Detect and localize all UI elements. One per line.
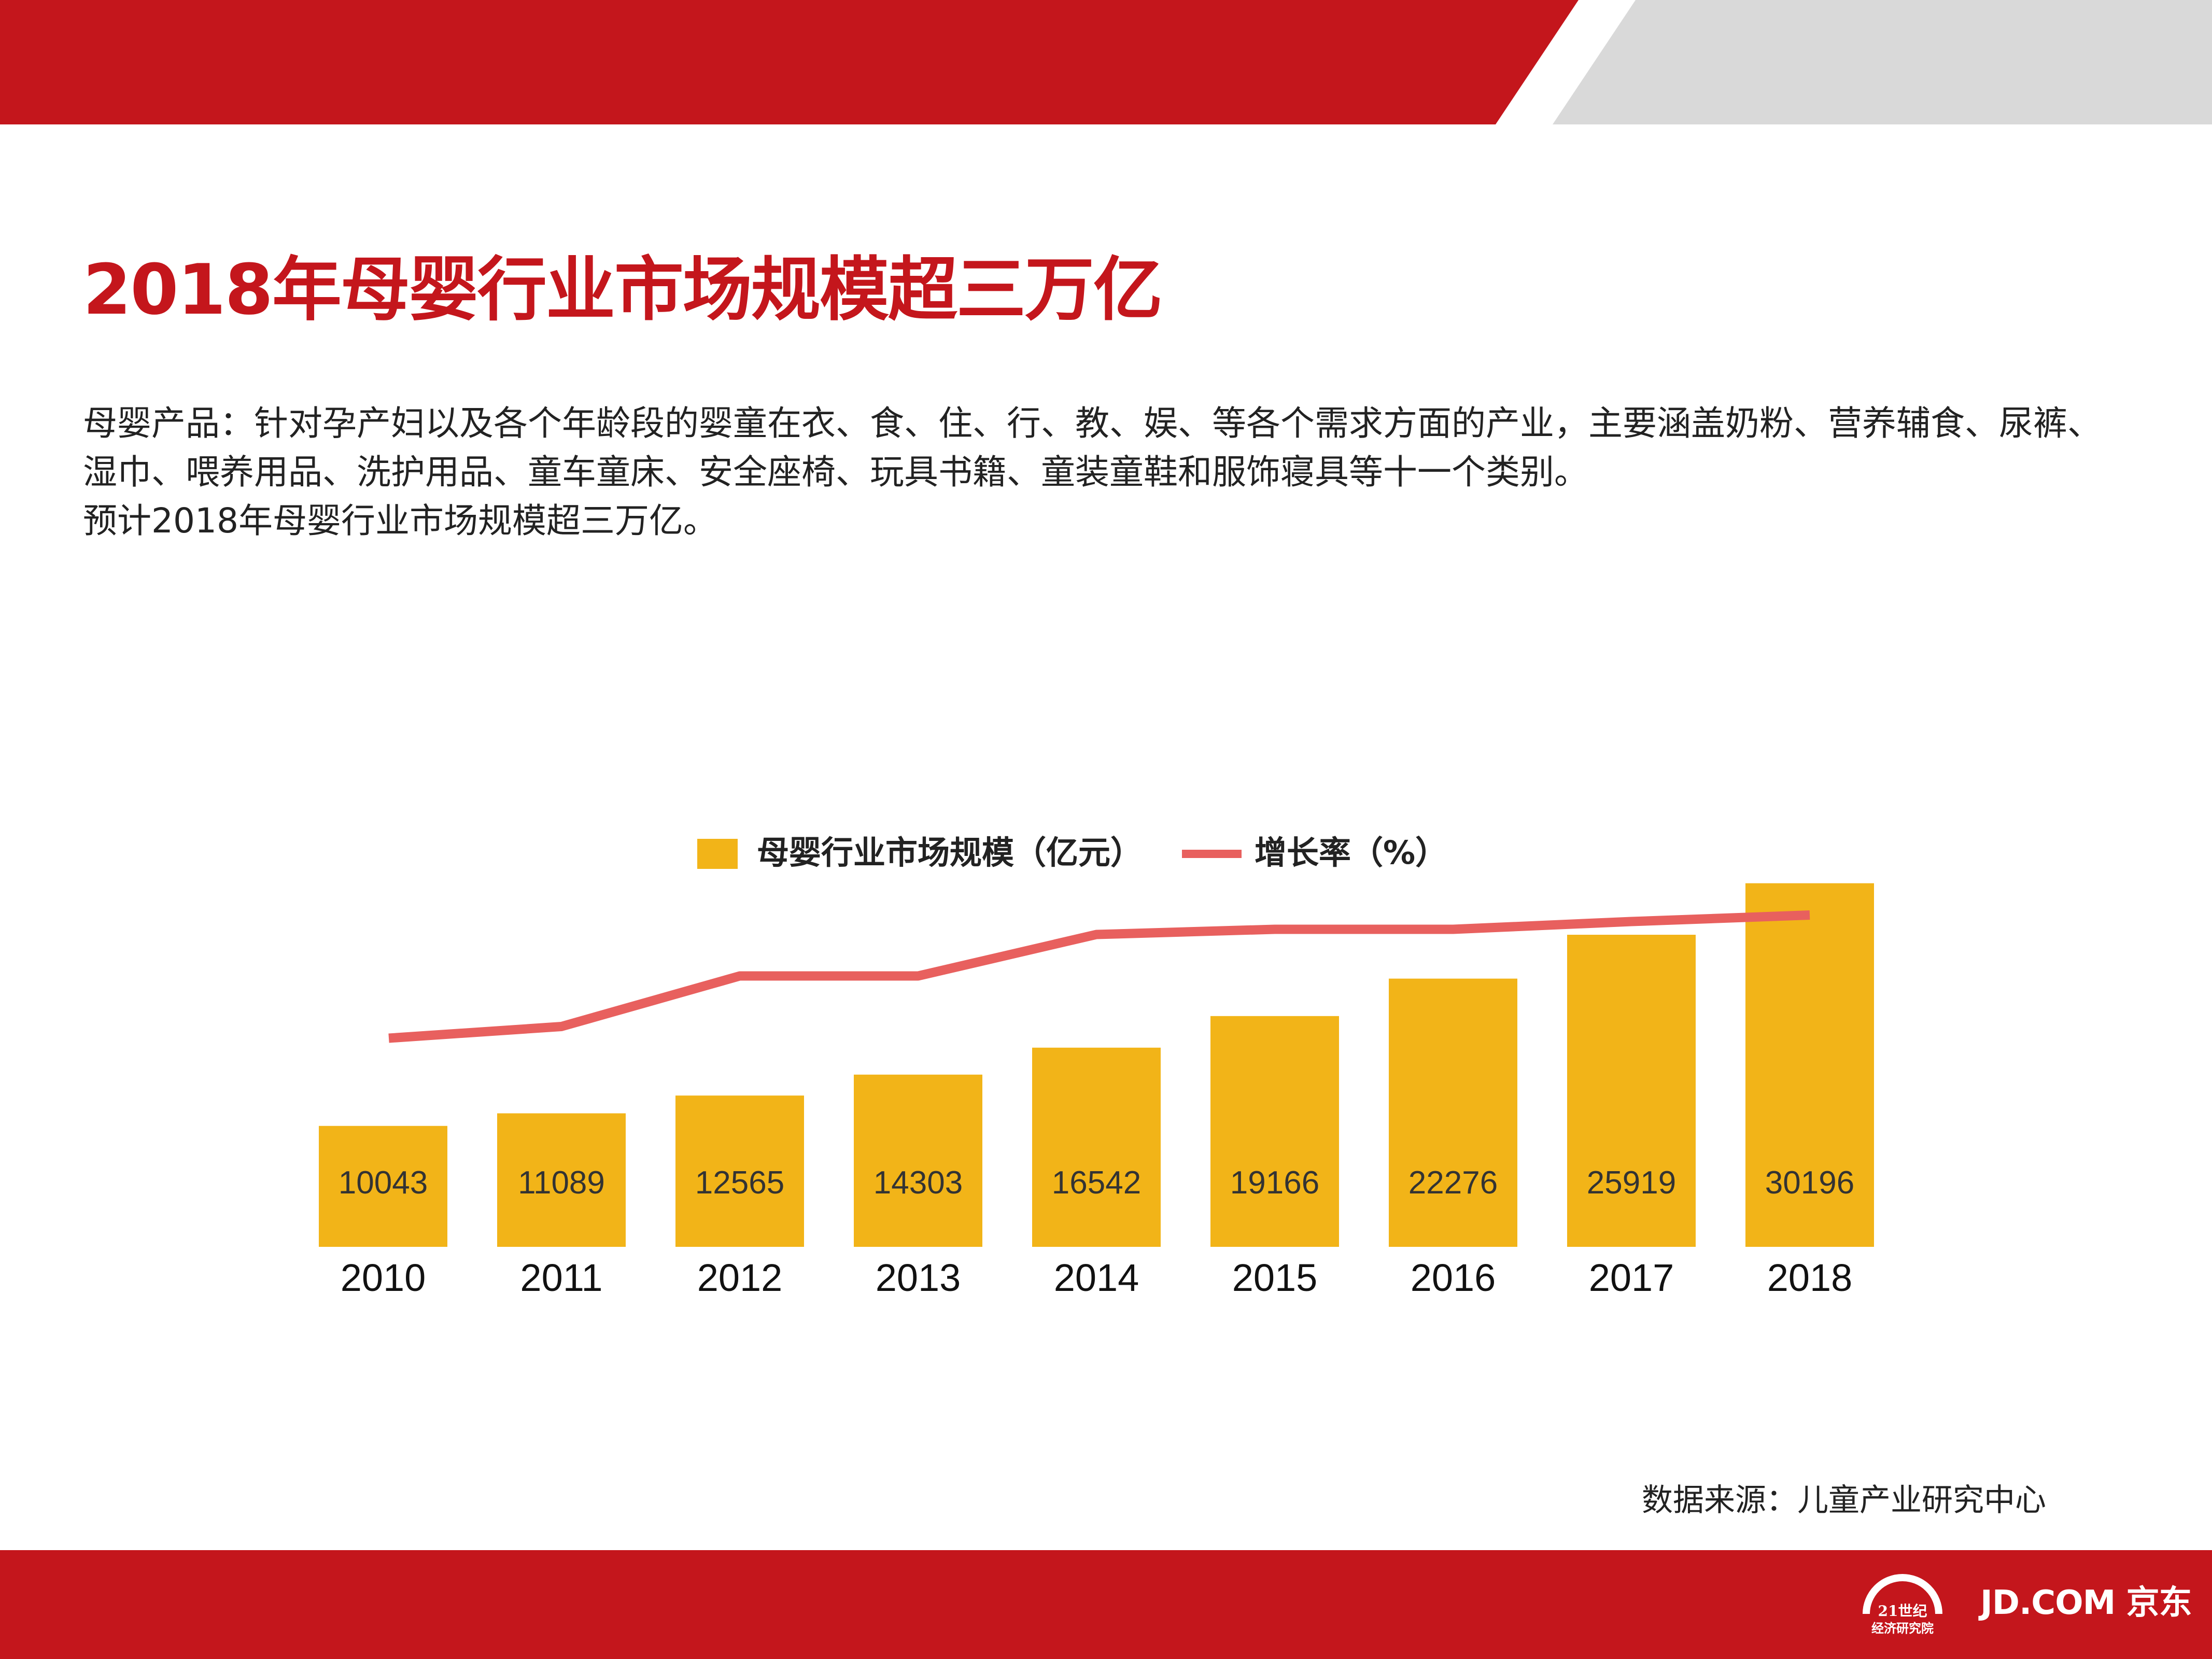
bar (1210, 1016, 1339, 1247)
bar-value-label: 12565 (695, 1165, 784, 1201)
jd-logo: JD.COM 京东 (1980, 1584, 2192, 1622)
bar-value-label: 22276 (1408, 1165, 1498, 1201)
bar (1745, 883, 1874, 1247)
data-source: 数据来源：儿童产业研究中心 (1642, 1482, 2046, 1519)
bottom-banner (0, 1550, 2212, 1659)
bar-value-label: 10043 (339, 1165, 428, 1201)
bar (319, 1126, 447, 1247)
x-tick-label: 2018 (1767, 1256, 1853, 1299)
x-tick-label: 2017 (1589, 1256, 1674, 1299)
bar-value-label: 11089 (518, 1165, 605, 1201)
x-tick-label: 2015 (1232, 1256, 1318, 1299)
logo-text-line1: 21世纪 (1878, 1602, 1927, 1620)
top-red-band (0, 0, 1579, 124)
logo-arc-icon (1863, 1574, 1942, 1614)
bar-value-label: 19166 (1230, 1165, 1319, 1201)
bar-value-label: 30196 (1765, 1165, 1854, 1201)
x-tick-label: 2016 (1411, 1256, 1496, 1299)
bar-value-label: 25919 (1587, 1165, 1676, 1201)
bar-value-label: 14303 (873, 1165, 963, 1201)
bar (497, 1113, 626, 1247)
description-line: 母婴产品：针对孕产妇以及各个年龄段的婴童在衣、食、住、行、教、娱、等各个需求方面… (83, 403, 2102, 443)
legend-bar-label: 母婴行业市场规模（亿元） (757, 834, 1143, 871)
bar (1032, 1047, 1161, 1247)
bar (1567, 935, 1696, 1247)
x-tick-label: 2014 (1054, 1256, 1139, 1299)
bar (1389, 978, 1517, 1247)
x-tick-label: 2013 (876, 1256, 961, 1299)
description-line: 预计2018年母婴行业市场规模超三万亿。 (83, 501, 717, 541)
legend-bar-swatch (697, 839, 738, 869)
description-line: 湿巾、喂养用品、洗护用品、童车童床、安全座椅、玩具书籍、童装童鞋和服饰寝具等十一… (83, 452, 1588, 492)
description: 母婴产品：针对孕产妇以及各个年龄段的婴童在衣、食、住、行、教、娱、等各个需求方面… (83, 399, 2157, 545)
market-size-chart: 母婴行业市场规模（亿元） 增长率（%） 10043 2010 11089 2011 1256… (0, 809, 2212, 1327)
x-tick-label: 2012 (697, 1256, 783, 1299)
21st-century-logo: 21世纪 经济研究院 (1863, 1574, 1942, 1636)
x-tick-label: 2010 (341, 1256, 426, 1299)
legend-line-label: 增长率（%） (1255, 834, 1447, 871)
page-title: 2018年母婴行业市场规模超三万亿 (83, 249, 1163, 330)
bar (854, 1074, 982, 1247)
top-gray-band (1553, 0, 2212, 124)
bar-value-label: 16542 (1052, 1165, 1141, 1201)
chart-svg: 母婴行业市场规模（亿元） 增长率（%） 10043 2010 11089 2011 1256… (319, 834, 1874, 1299)
bar (675, 1095, 804, 1247)
top-banner (0, 0, 2212, 124)
x-tick-label: 2011 (520, 1256, 602, 1299)
logo-text-line2: 经济研究院 (1871, 1621, 1934, 1636)
